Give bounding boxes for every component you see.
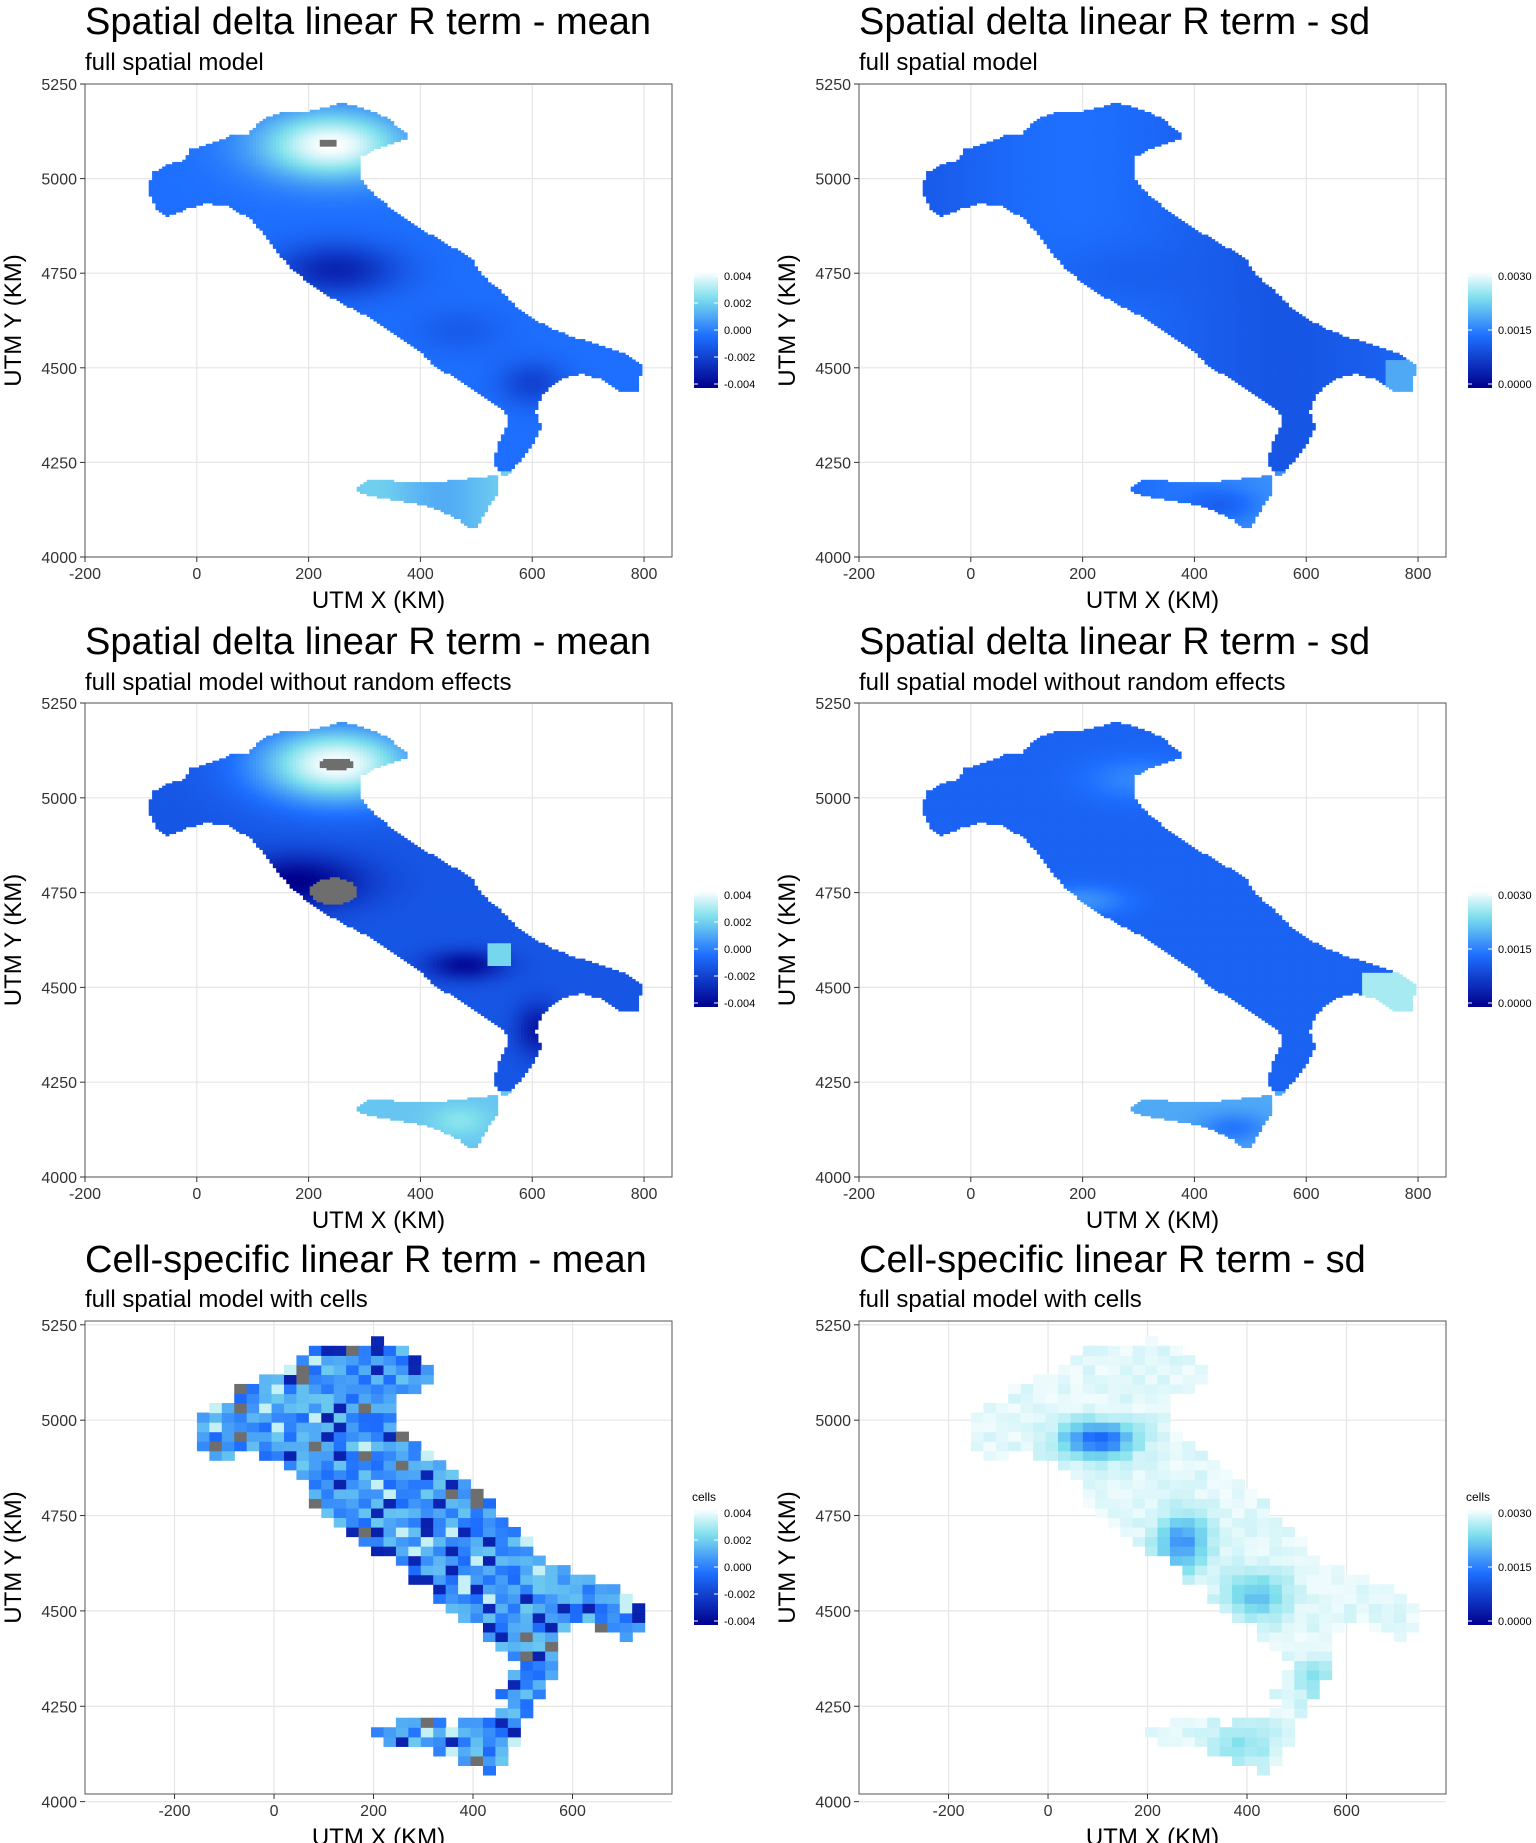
panel-title: Spatial delta linear R term - mean [85, 1, 651, 43]
heatmap-cell [206, 144, 210, 147]
heatmap-cell [149, 180, 153, 183]
heatmap-cell [283, 112, 287, 115]
heatmap-cell [253, 128, 257, 131]
heatmap-cell [219, 139, 223, 142]
heatmap-cell [166, 164, 170, 167]
heatmap-cell [259, 121, 263, 124]
panel-subtitle: full spatial model [85, 49, 264, 76]
heatmap-cell [229, 135, 233, 138]
heatmap-cell [276, 114, 280, 117]
heatmap-cell [266, 117, 270, 120]
heatmap-cell [189, 148, 193, 151]
heatmap-cell [182, 160, 186, 163]
heatmap-cell [196, 148, 200, 151]
panel-1: Spatial delta linear R term - mean full s… [0, 1, 755, 614]
heatmap-cell [236, 135, 240, 138]
heatmap-cell [212, 142, 216, 145]
heatmap-cell [159, 169, 163, 172]
heatmap-cell [172, 162, 176, 165]
heatmap-cell [243, 135, 247, 138]
